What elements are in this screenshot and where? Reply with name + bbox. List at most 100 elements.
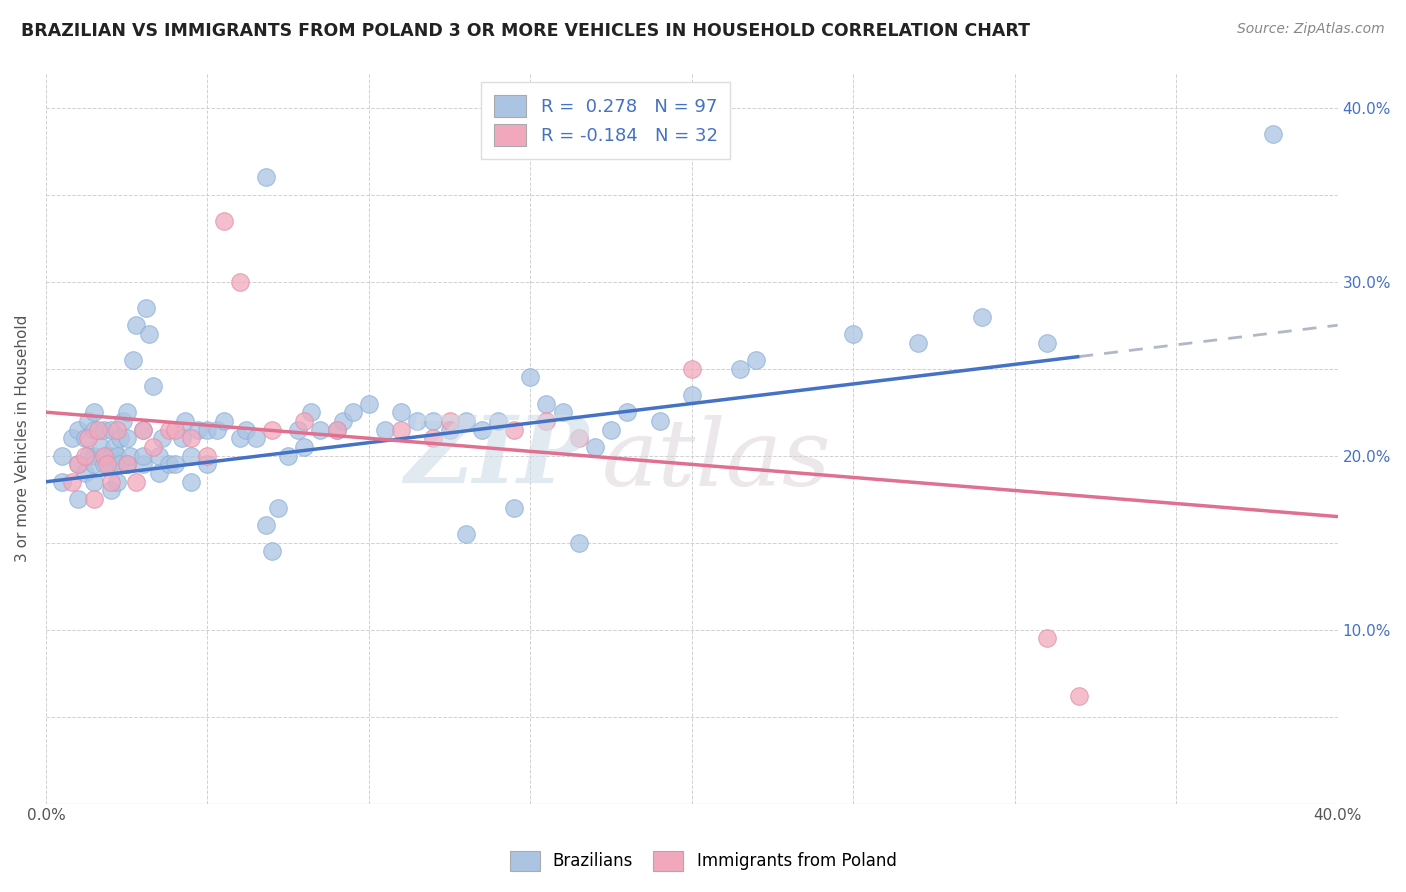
Point <box>60 431 83 445</box>
Point <box>165 423 187 437</box>
Point <box>77 414 100 428</box>
Point <box>100 423 122 437</box>
Point <box>422 414 444 428</box>
Point <box>536 414 558 428</box>
Point <box>118 449 141 463</box>
Point <box>83 492 105 507</box>
Point <box>972 310 994 324</box>
Point <box>245 431 267 445</box>
Text: BRAZILIAN VS IMMIGRANTS FROM POLAND 3 OR MORE VEHICLES IN HOUSEHOLD CORRELATION : BRAZILIAN VS IMMIGRANTS FROM POLAND 3 OR… <box>21 22 1031 40</box>
Point <box>1261 127 1284 141</box>
Point <box>100 483 122 498</box>
Point <box>1069 689 1091 703</box>
Point <box>907 335 929 350</box>
Point <box>115 431 138 445</box>
Point <box>212 414 235 428</box>
Point <box>583 440 606 454</box>
Point <box>357 396 380 410</box>
Point <box>115 458 138 472</box>
Point <box>197 449 219 463</box>
Point <box>157 423 180 437</box>
Point <box>648 414 671 428</box>
Point <box>60 475 83 489</box>
Point <box>568 431 591 445</box>
Point <box>454 414 477 428</box>
Text: atlas: atlas <box>602 415 831 505</box>
Point <box>503 500 526 515</box>
Point <box>86 423 108 437</box>
Point <box>83 458 105 472</box>
Point <box>292 440 315 454</box>
Point <box>616 405 638 419</box>
Point <box>406 414 429 428</box>
Point <box>100 449 122 463</box>
Point <box>197 458 219 472</box>
Point <box>422 431 444 445</box>
Point <box>110 458 132 472</box>
Point <box>1036 632 1059 646</box>
Point <box>197 423 219 437</box>
Point <box>93 423 115 437</box>
Point <box>681 361 703 376</box>
Point <box>125 318 148 333</box>
Point <box>73 449 96 463</box>
Point <box>90 440 112 454</box>
Point <box>135 301 157 315</box>
Point <box>374 423 396 437</box>
Point <box>745 353 768 368</box>
Point <box>277 449 299 463</box>
Point <box>299 405 322 419</box>
Point <box>325 423 347 437</box>
Point <box>100 458 122 472</box>
Point <box>519 370 541 384</box>
Point <box>125 475 148 489</box>
Point <box>132 458 155 472</box>
Point <box>454 527 477 541</box>
Point <box>254 518 277 533</box>
Point <box>389 405 412 419</box>
Point <box>122 353 145 368</box>
Point <box>83 423 105 437</box>
Point <box>180 431 202 445</box>
Point <box>132 449 155 463</box>
Point <box>115 405 138 419</box>
Point <box>486 414 509 428</box>
Point <box>110 431 132 445</box>
Point <box>260 423 283 437</box>
Point <box>96 449 118 463</box>
Point <box>51 449 73 463</box>
Point <box>342 405 364 419</box>
Point <box>150 431 173 445</box>
Legend: R =  0.278   N = 97, R = -0.184   N = 32: R = 0.278 N = 97, R = -0.184 N = 32 <box>481 82 731 159</box>
Point <box>132 423 155 437</box>
Point <box>93 449 115 463</box>
Point <box>681 388 703 402</box>
Point <box>83 475 105 489</box>
Point <box>260 544 283 558</box>
Point <box>77 431 100 445</box>
Point <box>132 423 155 437</box>
Point <box>138 326 160 341</box>
Point <box>83 449 105 463</box>
Point <box>77 449 100 463</box>
Point <box>73 431 96 445</box>
Point <box>180 475 202 489</box>
Point <box>180 449 202 463</box>
Point <box>141 379 163 393</box>
Point <box>439 414 461 428</box>
Point <box>148 449 170 463</box>
Point <box>503 423 526 437</box>
Point <box>96 458 118 472</box>
Legend: Brazilians, Immigrants from Poland: Brazilians, Immigrants from Poland <box>501 842 905 880</box>
Point <box>212 214 235 228</box>
Text: ZIP: ZIP <box>404 411 589 501</box>
Y-axis label: 3 or more Vehicles in Household: 3 or more Vehicles in Household <box>15 315 30 562</box>
Point <box>67 492 90 507</box>
Point <box>115 458 138 472</box>
Point <box>1036 335 1059 350</box>
Point <box>325 423 347 437</box>
Point <box>83 405 105 419</box>
Point <box>112 414 135 428</box>
Point <box>67 458 90 472</box>
Point <box>93 458 115 472</box>
